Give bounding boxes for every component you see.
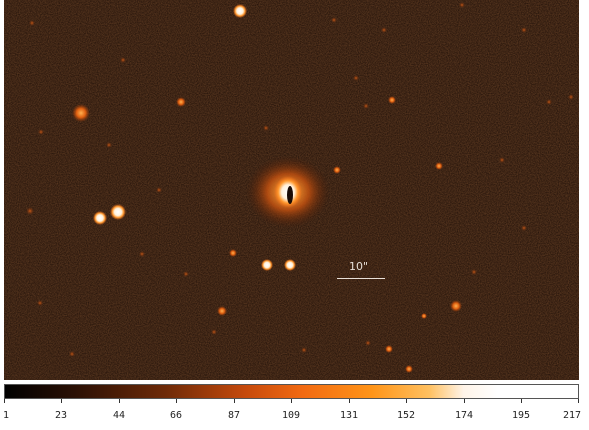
star	[499, 157, 505, 163]
colorbar-tick	[4, 399, 5, 403]
star	[139, 251, 145, 257]
colorbar-tick	[176, 399, 177, 403]
star	[459, 2, 465, 8]
colorbar-tick-label: 66	[169, 410, 183, 421]
star	[69, 351, 75, 357]
star	[156, 187, 162, 193]
star	[72, 104, 90, 122]
colorbar-tick	[521, 399, 522, 403]
colorbar-tick	[406, 399, 407, 403]
star	[183, 271, 189, 277]
star	[331, 17, 337, 23]
central-galaxy-dark-residual	[287, 186, 293, 204]
star	[353, 75, 359, 81]
colorbar-tick-label: 87	[227, 410, 241, 421]
star	[233, 4, 247, 18]
colorbar-tick	[464, 399, 465, 403]
star-field	[4, 0, 579, 380]
colorbar-tick-label: 109	[281, 410, 301, 421]
star	[106, 142, 112, 148]
scale-bar-label: 10"	[349, 260, 369, 273]
star	[568, 94, 574, 100]
star	[333, 166, 341, 174]
star	[385, 345, 393, 353]
star	[263, 125, 269, 131]
star	[284, 259, 296, 271]
star	[450, 300, 462, 312]
star	[229, 249, 237, 257]
star	[521, 27, 527, 33]
colorbar-tick-label: 1	[2, 410, 10, 421]
star	[471, 269, 477, 275]
star	[120, 57, 126, 63]
star	[388, 96, 396, 104]
star	[301, 347, 307, 353]
star	[261, 259, 273, 271]
colorbar	[4, 384, 579, 399]
colorbar-tick-label: 131	[339, 410, 359, 421]
colorbar-tick-label: 174	[454, 410, 474, 421]
colorbar-tick	[291, 399, 292, 403]
colorbar-tick-label: 23	[54, 410, 68, 421]
star	[546, 99, 552, 105]
star	[405, 365, 413, 373]
colorbar-tick-label: 152	[396, 410, 416, 421]
astronomical-image: 10"	[4, 0, 579, 380]
colorbar-tick	[61, 399, 62, 403]
star	[365, 340, 371, 346]
star	[26, 207, 34, 215]
star	[363, 103, 369, 109]
scale-bar	[337, 278, 385, 279]
star	[37, 300, 43, 306]
star	[381, 27, 387, 33]
colorbar-tick	[349, 399, 350, 403]
colorbar-tick	[234, 399, 235, 403]
colorbar-tick-label: 217	[562, 410, 582, 421]
star	[93, 211, 107, 225]
colorbar-tick	[119, 399, 120, 403]
star	[211, 329, 217, 335]
star	[29, 20, 35, 26]
star	[38, 129, 44, 135]
star	[435, 162, 443, 170]
colorbar-tick-label: 195	[511, 410, 531, 421]
star	[110, 204, 126, 220]
star	[217, 306, 227, 316]
star	[176, 97, 186, 107]
colorbar-tick-label: 44	[112, 410, 126, 421]
star	[521, 225, 527, 231]
colorbar-tick	[578, 399, 579, 403]
star	[421, 313, 427, 319]
